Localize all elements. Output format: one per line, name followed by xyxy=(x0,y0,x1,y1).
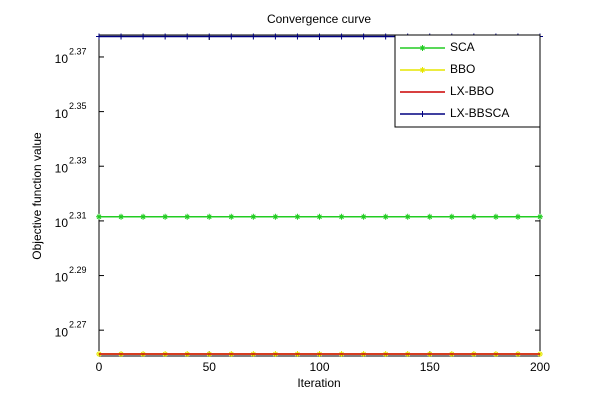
point xyxy=(537,213,543,220)
y-tick-exponent: 2.27 xyxy=(69,320,87,330)
legend-box xyxy=(394,34,541,128)
legend-marker xyxy=(419,111,426,117)
x-axis-label: Iteration xyxy=(297,376,340,390)
y-tick-exponent: 2.29 xyxy=(69,265,87,275)
legend-label: LX-BBSCA xyxy=(450,106,509,120)
point xyxy=(272,213,279,220)
point xyxy=(514,213,521,220)
point xyxy=(228,213,235,220)
legend-label: SCA xyxy=(450,40,475,54)
series xyxy=(96,213,543,220)
y-tick-label: 10 xyxy=(55,52,69,66)
point xyxy=(206,33,213,40)
point xyxy=(118,213,125,220)
point xyxy=(470,213,477,220)
point xyxy=(360,213,367,220)
y-tick-exponent: 2.35 xyxy=(69,101,87,111)
legend-marker xyxy=(419,67,426,73)
point xyxy=(492,213,499,220)
point xyxy=(118,33,125,40)
point xyxy=(382,213,389,220)
point xyxy=(184,213,191,220)
x-tick-label: 100 xyxy=(309,360,329,374)
point xyxy=(250,213,257,220)
point xyxy=(404,213,411,220)
point xyxy=(316,213,323,220)
x-tick-label: 150 xyxy=(420,360,440,374)
point xyxy=(162,33,169,40)
point xyxy=(294,33,301,40)
point xyxy=(294,213,301,220)
legend-label: BBO xyxy=(450,62,475,76)
y-tick-label: 10 xyxy=(55,271,69,285)
legend-marker xyxy=(419,111,426,117)
y-tick-exponent: 2.37 xyxy=(69,46,87,56)
legend-marker xyxy=(419,67,426,73)
point xyxy=(338,33,345,40)
y-axis-label: Objective function value xyxy=(30,132,44,260)
point xyxy=(184,33,191,40)
y-tick-label: 10 xyxy=(55,325,69,339)
legend-marker xyxy=(419,45,426,51)
point xyxy=(162,213,169,220)
y-tick-label: 10 xyxy=(55,107,69,121)
point xyxy=(206,213,213,220)
y-tick-label: 10 xyxy=(55,161,69,175)
point xyxy=(338,213,345,220)
x-tick-label: 50 xyxy=(203,360,217,374)
point xyxy=(96,33,102,40)
point xyxy=(140,213,147,220)
legend-marker xyxy=(419,45,426,51)
point xyxy=(272,33,279,40)
point xyxy=(250,33,257,40)
chart-title: Convergence curve xyxy=(267,12,371,26)
point xyxy=(228,33,235,40)
point xyxy=(360,33,367,40)
y-tick-label: 10 xyxy=(55,216,69,230)
y-tick-exponent: 2.31 xyxy=(69,210,87,220)
point xyxy=(426,213,433,220)
point xyxy=(96,213,102,220)
point xyxy=(140,33,147,40)
point xyxy=(448,213,455,220)
x-tick-label: 200 xyxy=(530,360,550,374)
x-tick-label: 0 xyxy=(96,360,103,374)
point xyxy=(382,33,389,40)
y-tick-exponent: 2.33 xyxy=(69,156,87,166)
point xyxy=(316,33,323,40)
legend-label: LX-BBO xyxy=(450,84,494,98)
